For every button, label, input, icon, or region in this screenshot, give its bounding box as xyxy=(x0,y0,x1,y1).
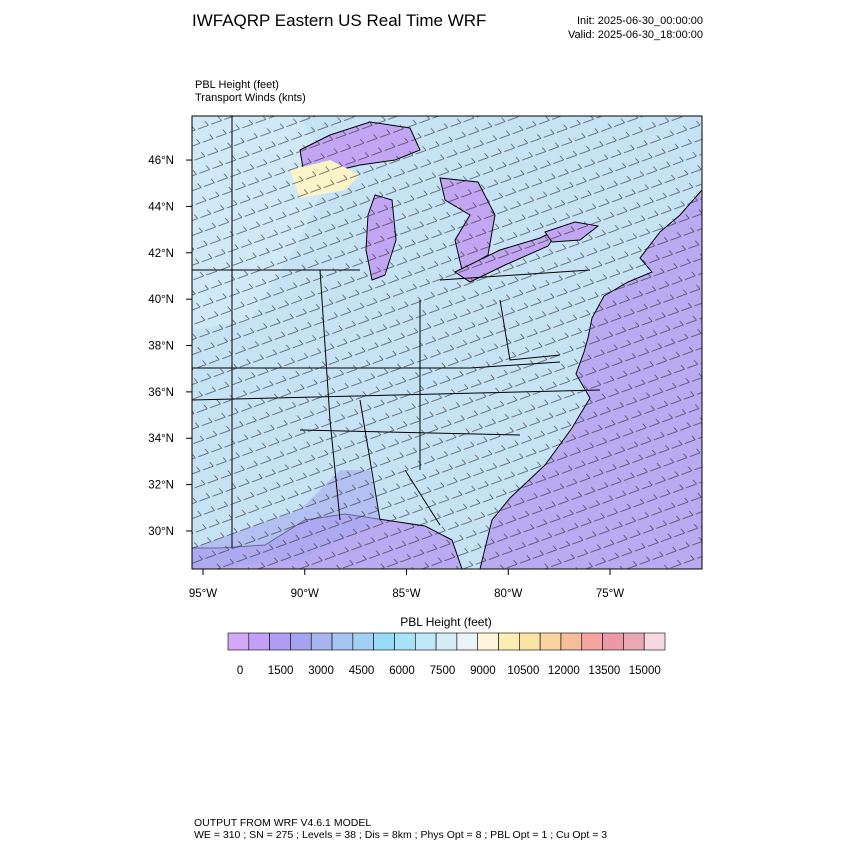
colorbar-label: 13500 xyxy=(588,665,620,677)
colorbar-box xyxy=(498,632,520,651)
footer-line: OUTPUT FROM WRF V4.6.1 MODEL xyxy=(194,817,371,829)
colorbar-box xyxy=(269,632,291,651)
colorbar-box xyxy=(414,632,437,651)
map-frame xyxy=(191,115,703,570)
colorbar-label: 15000 xyxy=(629,665,661,677)
colorbar-label: 7500 xyxy=(430,665,456,677)
colorbar-box xyxy=(539,632,562,651)
y-tick-label: 46°N xyxy=(148,155,174,167)
y-tick-label: 30°N xyxy=(148,526,174,538)
colorbar-title: PBL Height (feet) xyxy=(400,615,492,629)
colorbar-box xyxy=(456,632,479,651)
y-tick-label: 40°N xyxy=(148,294,174,306)
map-area xyxy=(192,116,702,569)
colorbar-label: 9000 xyxy=(470,665,496,677)
y-tick-label: 38°N xyxy=(148,341,174,353)
colorbar-label: 4500 xyxy=(349,665,375,677)
x-tick-label: 75°W xyxy=(596,588,624,600)
x-tick-label: 90°W xyxy=(291,588,319,600)
vector-label: Transport Winds (knts) xyxy=(195,92,306,104)
colorbar-box xyxy=(248,632,270,651)
colorbar-box xyxy=(435,632,458,651)
colorbar-box xyxy=(331,632,354,651)
colorbar: 0 1500 3000 4500 6000 7500 9000 10500 12000 13500… xyxy=(227,632,666,677)
footer-line: WE = 310 ; SN = 275 ; Levels = 38 ; Dis … xyxy=(194,829,607,841)
colorbar-box xyxy=(519,632,541,651)
colorbar-box xyxy=(602,632,624,651)
colorbar-label: 10500 xyxy=(507,665,539,677)
y-tick-label: 32°N xyxy=(148,480,174,492)
colorbar-label: 12000 xyxy=(548,665,580,677)
valid-time: Valid: 2025-06-30_18:00:00 xyxy=(568,29,703,41)
colorbar-box xyxy=(560,632,583,651)
colorbar-label: 1500 xyxy=(268,665,294,677)
wind-barbs xyxy=(192,116,702,569)
x-tick-label: 95°W xyxy=(189,588,217,600)
colorbar-label: 0 xyxy=(237,665,243,677)
colorbar-box xyxy=(310,632,333,651)
x-tick-label: 85°W xyxy=(392,588,420,600)
colorbar-box xyxy=(581,632,603,651)
colorbar-box xyxy=(227,632,250,651)
x-tick-label: 80°W xyxy=(494,588,522,600)
colorbar-label: 6000 xyxy=(389,665,415,677)
colorbar-box xyxy=(373,632,395,651)
colorbar-box xyxy=(290,632,312,651)
colorbar-box xyxy=(623,632,645,651)
colorbar-label: 3000 xyxy=(308,665,334,677)
axes: 95°W 90°W 85°W 80°W 75°W 30°N 32°N 34°N 36°N 38°N… xyxy=(148,155,624,600)
y-tick-label: 34°N xyxy=(148,433,174,445)
colorbar-box xyxy=(643,632,666,651)
y-tick-label: 44°N xyxy=(148,201,174,213)
y-tick-label: 36°N xyxy=(148,387,174,399)
colorbar-box xyxy=(352,632,374,651)
title: IWFAQRP Eastern US Real Time WRF xyxy=(192,11,486,30)
field-label: PBL Height (feet) xyxy=(195,79,279,91)
colorbar-box xyxy=(477,632,499,651)
y-tick-label: 42°N xyxy=(148,248,174,260)
colorbar-box xyxy=(394,632,416,651)
init-time: Init: 2025-06-30_00:00:00 xyxy=(577,15,703,27)
